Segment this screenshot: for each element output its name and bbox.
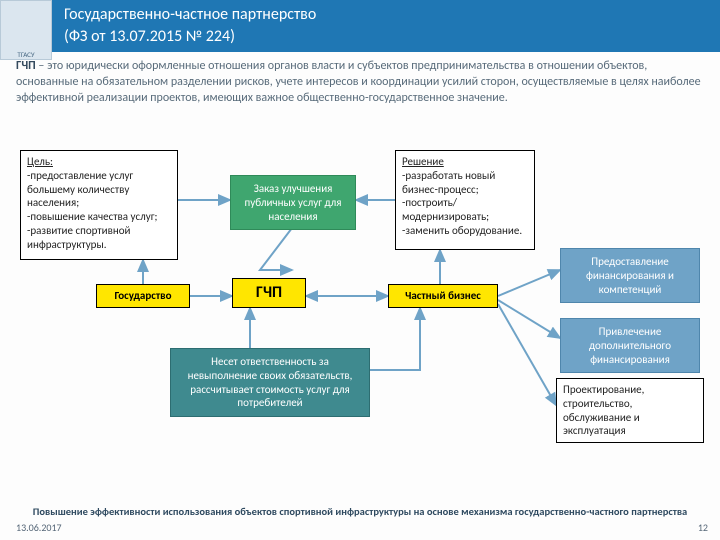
- footer-caption: Повышение эффективности использования об…: [20, 505, 700, 518]
- decision-box: Решение -разработать новый бизнес-процес…: [395, 150, 535, 250]
- slide-date: 13.06.2017: [16, 521, 62, 534]
- state-box: Государство: [96, 284, 190, 308]
- title-text: Государственно-частное партнерство (ФЗ о…: [64, 5, 316, 46]
- responsibility-box: Несет ответственность за невыполнение св…: [170, 348, 370, 417]
- order-box: Заказ улучшения публичных услуг для насе…: [230, 175, 356, 230]
- goal-box: Цель: -предоставление услуг большему кол…: [20, 150, 178, 260]
- slide-title: Государственно-частное партнерство (ФЗ о…: [52, 0, 720, 52]
- design-box: Проектирование, строительство, обслужива…: [556, 378, 704, 443]
- attract-box: Привлечение дополнительного финансирован…: [560, 318, 700, 373]
- decision-heading: Решение: [402, 155, 444, 168]
- goal-lines: -предоставление услуг большему количеств…: [27, 169, 171, 252]
- intro-body: – это юридически оформленные отношения о…: [16, 59, 701, 105]
- ppp-box: ГЧП: [232, 278, 306, 308]
- funding-box: Предоставление финансирования и компетен…: [560, 248, 700, 303]
- org-logo: ТГАСУ: [0, 0, 52, 60]
- intro-paragraph: ГЧП – это юридически оформленные отношен…: [16, 58, 708, 107]
- page-number: 12: [698, 521, 708, 534]
- intro-term: ГЧП: [16, 59, 36, 73]
- ppp-diagram: Цель: -предоставление услуг большему кол…: [0, 150, 720, 480]
- goal-heading: Цель:: [27, 155, 53, 168]
- decision-lines: -разработать новый бизнес-процесс;-постр…: [402, 169, 528, 238]
- business-box: Частный бизнес: [388, 284, 498, 308]
